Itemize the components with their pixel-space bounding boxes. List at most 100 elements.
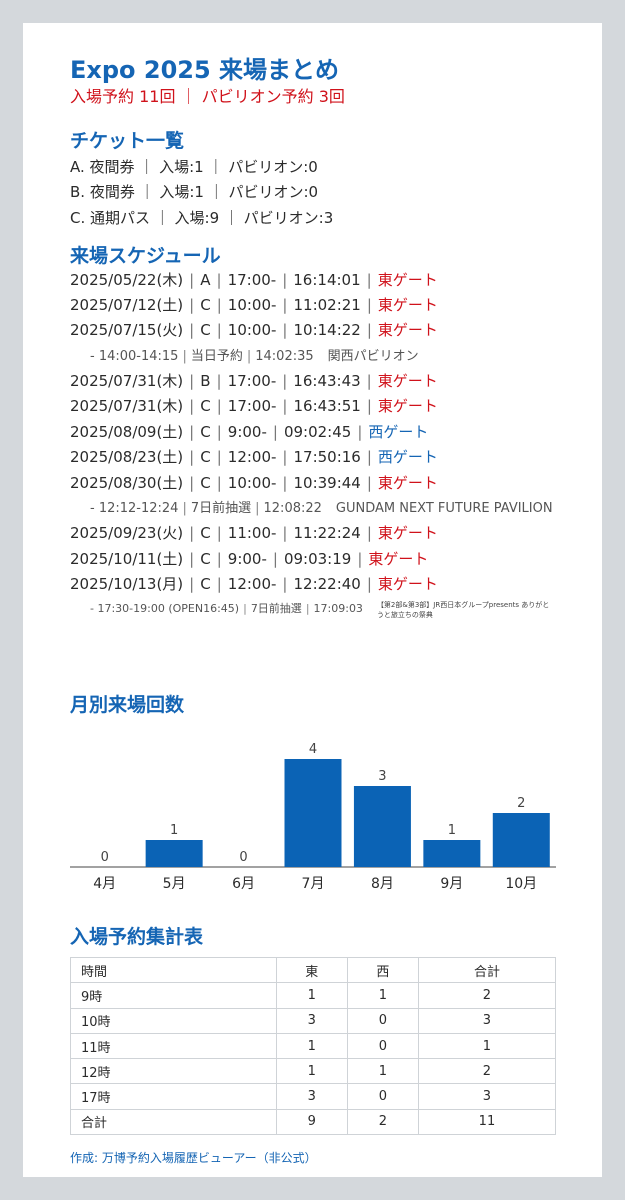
separator: |: [216, 575, 222, 594]
pavilion-row: - 17:30-19:00 (OPEN16:45) | 7日前抽選 | 17:09:03…: [70, 598, 556, 624]
visit-slot: 17:00-: [227, 372, 277, 391]
visit-ticket: C: [200, 448, 211, 467]
table-cell: 17時: [70, 1083, 277, 1110]
visit-ticket: C: [200, 473, 211, 492]
visit-entry-time: 10:39:44: [293, 473, 361, 492]
separator: |: [216, 372, 222, 391]
visit-date: 2025/05/22(木): [70, 270, 184, 289]
separator: |: [216, 397, 222, 416]
separator: |: [189, 524, 195, 543]
table-cell: 2: [346, 1108, 419, 1136]
visit-date: 2025/07/12(土): [70, 295, 184, 314]
visit-date: 2025/10/11(土): [70, 549, 184, 568]
table-cell: 3: [417, 1083, 557, 1110]
table-cell: 12時: [70, 1058, 277, 1085]
table-header-cell: 西: [346, 956, 419, 984]
separator: |: [216, 321, 222, 340]
visit-slot: 11:00-: [227, 524, 277, 543]
visit-gate: 東ゲート: [377, 270, 438, 289]
table-cell: 3: [275, 1007, 348, 1034]
separator: |: [243, 601, 247, 615]
separator: |: [182, 348, 187, 364]
pavilion-row: - 14:00-14:15 | 当日予約 | 14:02:35 関西パビリオン: [70, 344, 556, 369]
table-row: 11時 1 0 1: [70, 1032, 557, 1060]
summary-card: Expo 2025 来場まとめ 入場予約 11回 ｜ パビリオン予約 3回 チケ…: [23, 23, 602, 1177]
separator: |: [189, 575, 195, 594]
separator: |: [357, 422, 363, 441]
separator: |: [366, 270, 372, 289]
schedule-row: 2025/08/09(土) | C | 9:00- | 09:02:45 | 西ゲート: [70, 420, 556, 445]
visit-gate: 東ゲート: [377, 295, 438, 314]
pavilion-entry-time: 14:02:35: [255, 348, 314, 364]
visit-gate: 東ゲート: [377, 372, 438, 391]
card-content: Expo 2025 来場まとめ 入場予約 11回 ｜ パビリオン予約 3回 チケ…: [70, 55, 557, 1165]
table-row: 12時 1 1 2: [70, 1058, 557, 1085]
separator: |: [189, 372, 195, 391]
chart-value-label: 1: [448, 823, 456, 838]
visit-entry-time: 16:43:51: [293, 397, 361, 416]
schedule-row: 2025/07/31(木) | B | 17:00- | 16:43:43 | 東ゲート: [70, 369, 556, 394]
chart-value-label: 0: [101, 850, 109, 865]
schedule-list: 2025/05/22(木) | A | 17:00- | 16:14:01 | 東ゲート 2025…: [70, 268, 556, 624]
pavilion-time: - 17:30-19:00 (OPEN16:45): [90, 601, 240, 615]
chart-bar: [353, 786, 411, 867]
footer-credit: 作成: 万博予約入場履歴ビューアー（非公式）: [70, 1151, 317, 1165]
separator: |: [282, 448, 288, 467]
table-cell: 9: [275, 1108, 348, 1136]
visit-ticket: C: [200, 524, 211, 543]
separator: |: [366, 295, 372, 314]
separator: |: [282, 397, 288, 416]
visit-gate: 東ゲート: [377, 473, 438, 492]
chart-title: 月別来場回数: [70, 694, 185, 716]
separator: |: [272, 422, 278, 441]
pavilion-kind: 7日前抽選: [190, 501, 252, 517]
table-row: 17時 3 0 3: [70, 1083, 557, 1110]
table-header-cell: 合計: [417, 956, 557, 984]
separator: |: [189, 549, 195, 568]
separator: |: [189, 270, 195, 289]
table-cell: 0: [346, 1032, 419, 1060]
visit-entry-time: 16:43:43: [293, 372, 361, 391]
separator: |: [366, 473, 372, 492]
visit-slot: 10:00-: [227, 295, 277, 314]
visit-date: 2025/08/30(土): [70, 473, 184, 492]
separator: |: [282, 372, 288, 391]
separator: |: [366, 575, 372, 594]
separator: |: [366, 321, 372, 340]
chart-tick-label: 6月: [232, 876, 255, 892]
visit-ticket: C: [200, 321, 211, 340]
chart-value-label: 4: [309, 742, 317, 757]
pavilion-name: GUNDAM NEXT FUTURE PAVILION: [335, 501, 553, 517]
separator: |: [216, 270, 222, 289]
table-row: 9時 1 1 2: [70, 982, 557, 1009]
table-header-cell: 東: [275, 956, 348, 984]
visit-gate: 東ゲート: [377, 321, 438, 340]
separator: |: [216, 524, 222, 543]
visit-ticket: C: [200, 422, 211, 441]
chart-tick-label: 7月: [302, 876, 325, 892]
table-cell: 9時: [70, 982, 277, 1009]
visit-ticket: C: [200, 295, 211, 314]
pavilion-time: - 12:12-12:24: [90, 501, 179, 517]
table-cell: 3: [417, 1007, 557, 1034]
visit-date: 2025/10/13(月): [70, 575, 184, 594]
pavilion-entry-time: 12:08:22: [263, 501, 322, 517]
visit-gate: 東ゲート: [377, 575, 438, 594]
page-title: Expo 2025 来場まとめ: [70, 56, 340, 84]
schedule-row: 2025/10/13(月) | C | 12:00- | 12:22:40 | 東ゲート: [70, 572, 556, 597]
table-cell: 0: [346, 1007, 419, 1034]
chart-bar: [284, 759, 342, 867]
table-cell: 1: [275, 982, 348, 1009]
table-cell: 1: [346, 982, 419, 1009]
pavilion-kind: 当日予約: [190, 348, 243, 364]
page-subtitle: 入場予約 11回 ｜ パビリオン予約 3回: [70, 87, 345, 106]
visit-slot: 9:00-: [227, 422, 267, 441]
schedule-row: 2025/09/23(火) | C | 11:00- | 11:22:24 | 東ゲート: [70, 521, 556, 546]
separator: |: [189, 295, 195, 314]
separator: |: [246, 348, 252, 364]
visit-date: 2025/07/31(木): [70, 372, 184, 391]
chart-value-label: 2: [517, 796, 525, 811]
table-cell: 0: [346, 1083, 419, 1110]
schedule-row: 2025/07/15(火) | C | 10:00- | 10:14:22 | 東ゲート: [70, 318, 556, 343]
chart-bar: [145, 840, 203, 867]
